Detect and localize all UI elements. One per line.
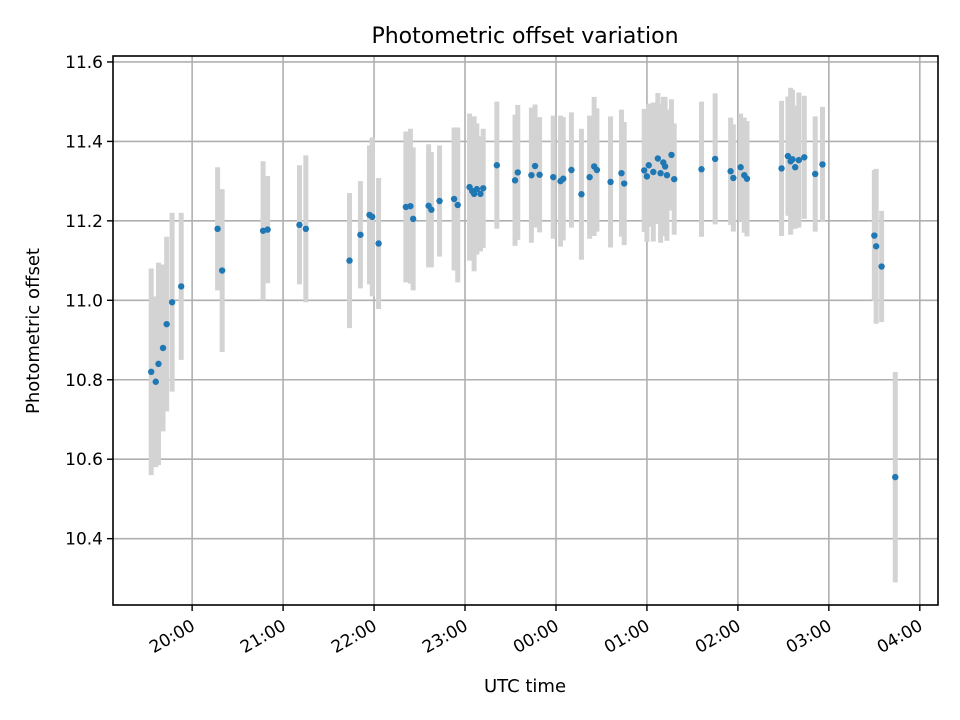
data-point: [743, 175, 751, 182]
data-point: [819, 161, 826, 168]
data-point: [409, 215, 417, 223]
data-point: [296, 221, 303, 229]
data-point: [668, 151, 675, 159]
y-axis-label: Photometric offset: [23, 248, 44, 414]
data-point: [357, 231, 364, 238]
data-point: [641, 167, 648, 174]
y-tick-label: 10.8: [65, 371, 103, 391]
data-point: [264, 226, 271, 233]
data-point: [480, 185, 487, 192]
data-point: [218, 267, 226, 274]
data-point: [450, 195, 458, 203]
data-point: [159, 344, 167, 352]
data-point: [586, 173, 593, 181]
data-point: [784, 152, 792, 160]
data-point: [152, 378, 159, 385]
data-point: [654, 155, 662, 162]
data-point: [369, 213, 376, 221]
data-point: [346, 257, 353, 264]
data-point: [812, 170, 819, 178]
data-points: [148, 151, 899, 481]
data-point: [560, 175, 567, 182]
data-point: [163, 320, 170, 328]
data-point: [878, 263, 885, 270]
data-point: [618, 169, 625, 177]
data-point: [791, 164, 799, 171]
data-point: [778, 165, 785, 172]
data-point: [514, 169, 521, 176]
data-point: [801, 154, 808, 161]
data-point: [477, 190, 484, 198]
data-point: [789, 156, 796, 163]
data-point: [645, 162, 652, 169]
data-point: [454, 201, 461, 209]
y-tick-label: 10.6: [65, 450, 103, 470]
data-point: [407, 202, 414, 210]
y-tick-label: 11.6: [65, 53, 103, 73]
y-tick-label: 11.4: [65, 132, 103, 152]
data-point: [493, 162, 501, 169]
data-point: [892, 473, 899, 481]
data-point: [550, 173, 557, 181]
plot-frame: [112, 55, 939, 606]
data-point: [663, 171, 671, 179]
data-point: [593, 166, 601, 174]
data-point: [214, 225, 221, 233]
data-point: [671, 175, 678, 183]
data-point: [727, 168, 734, 175]
data-point: [148, 368, 155, 376]
data-point: [711, 155, 719, 163]
data-point: [568, 166, 575, 174]
data-point: [657, 169, 664, 177]
data-point: [528, 171, 535, 179]
data-point: [871, 232, 878, 239]
data-point: [650, 168, 657, 176]
data-point: [473, 185, 481, 193]
data-point: [661, 163, 669, 170]
data-point: [178, 283, 185, 290]
data-point: [375, 240, 382, 247]
y-tick-label: 11.0: [65, 291, 103, 311]
chart-title: Photometric offset variation: [371, 24, 678, 49]
data-point: [737, 164, 744, 171]
data-point: [607, 178, 614, 186]
data-point: [578, 191, 585, 198]
data-point: [730, 174, 737, 182]
data-point: [302, 225, 310, 233]
data-point: [470, 190, 478, 198]
data-point: [795, 156, 803, 164]
data-point: [643, 173, 651, 180]
data-point: [531, 162, 539, 170]
data-point: [428, 206, 435, 213]
data-point: [436, 197, 443, 205]
data-point: [155, 360, 162, 368]
data-point: [168, 299, 176, 306]
data-point: [620, 180, 628, 187]
data-point: [536, 171, 543, 178]
y-tick-label: 11.2: [65, 212, 103, 232]
data-point: [872, 243, 880, 250]
data-point: [511, 177, 519, 184]
data-point: [698, 166, 705, 173]
y-tick-label: 10.4: [65, 530, 103, 550]
x-axis-label: UTC time: [484, 676, 566, 697]
